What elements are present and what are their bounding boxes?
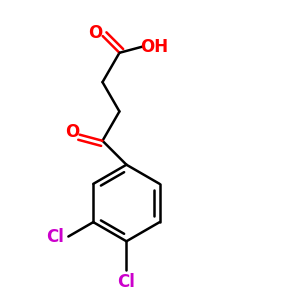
Text: Cl: Cl xyxy=(118,273,135,291)
Text: O: O xyxy=(88,24,102,42)
Text: O: O xyxy=(65,123,80,141)
Text: Cl: Cl xyxy=(46,227,64,245)
Text: OH: OH xyxy=(140,38,168,56)
